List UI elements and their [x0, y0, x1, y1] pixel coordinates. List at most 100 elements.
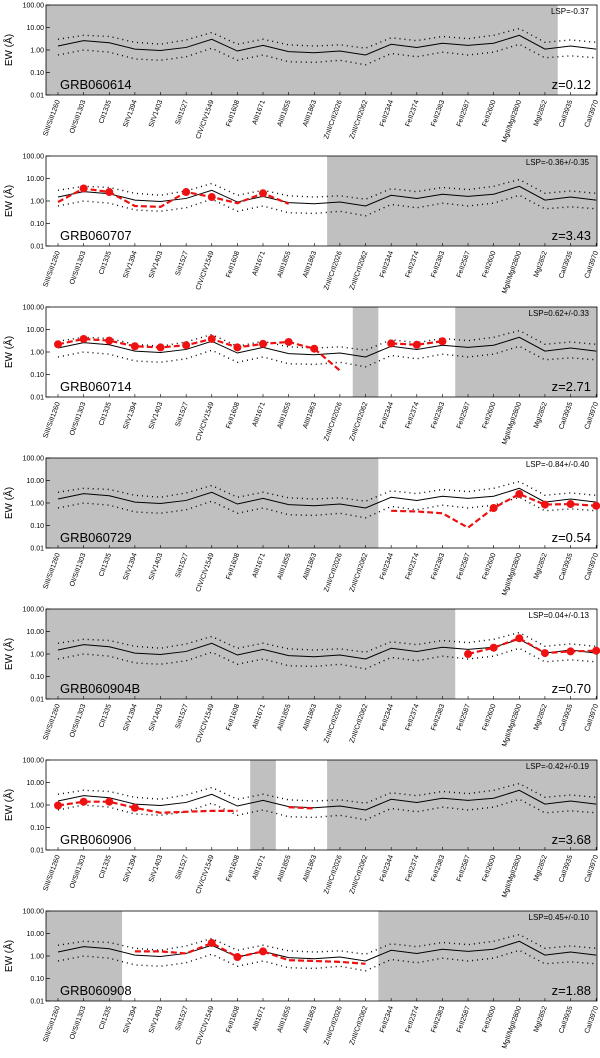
x-tick-label: OI/SiII1303 — [69, 854, 88, 889]
x-tick-label: AlII1671 — [252, 250, 267, 277]
grb-data-point — [310, 344, 319, 353]
redshift-label: z=0.12 — [552, 77, 591, 92]
x-tick-label: FeII2374 — [405, 99, 421, 127]
lsp-label: LSP=0.62+/-0.33 — [529, 309, 590, 318]
x-tick-label: ZnII/CrII2026 — [323, 250, 344, 291]
lsp-label: LSP=0.45+/-0.10 — [529, 913, 590, 922]
x-tick-label: FeII2587 — [456, 703, 472, 731]
grb-data-point — [79, 184, 88, 193]
x-tick-label: CaII3935 — [558, 99, 574, 128]
x-tick-label: SiII1527 — [175, 1005, 190, 1032]
x-tick-label: FeII2374 — [405, 401, 421, 429]
x-tick-label: FeII2600 — [482, 250, 498, 278]
grb-data-point — [182, 341, 191, 350]
x-tick-label: AlIII1863 — [302, 1005, 318, 1033]
x-tick-label: AlIII1855 — [276, 703, 292, 731]
x-tick-label: MgI2852 — [533, 1005, 549, 1033]
x-tick-label: CII1335 — [98, 552, 113, 578]
y-tick-label: 0.10 — [30, 523, 44, 530]
x-tick-label: FeII2383 — [430, 703, 446, 731]
grb-data-point — [130, 342, 139, 351]
grb-name: GRB060614 — [60, 77, 132, 92]
redshift-label: z=3.68 — [552, 832, 591, 847]
mean-line — [57, 336, 597, 358]
x-tick-label: CII1335 — [98, 1005, 113, 1031]
grb-data-point — [233, 343, 242, 352]
grb-data-point — [105, 336, 114, 345]
x-tick-label: FeII2374 — [405, 703, 421, 731]
grb-data-point — [79, 334, 88, 343]
shaded-region — [327, 760, 597, 850]
panel-grb060729: 100.00 10.00 1.00 0.10 0.01 EW (Å) SiII/SiII12… — [2, 456, 600, 597]
grb-series-line — [57, 337, 341, 372]
x-tick-label: FeII2600 — [482, 401, 498, 429]
y-tick-label: 100.00 — [23, 154, 45, 161]
x-tick-label: CIV/CIV1549 — [195, 703, 216, 744]
x-tick-label: CaII3935 — [558, 401, 574, 430]
y-tick-label: 0.01 — [30, 546, 44, 553]
grb-name: GRB060707 — [60, 228, 132, 243]
y-tick-label: 0.10 — [30, 976, 44, 983]
x-tick-label: FeII2344 — [379, 854, 395, 882]
grb-name: GRB060906 — [60, 832, 132, 847]
x-tick-label: CaII3970 — [584, 401, 600, 430]
x-tick-label: AlIII1855 — [276, 552, 292, 580]
x-tick-label: SiII1527 — [175, 401, 190, 428]
panel-grb060908: 100.00 10.00 1.00 0.10 0.01 EW (Å) SiII/SiII12… — [2, 909, 600, 1050]
panel-grb060707: 100.00 10.00 1.00 0.10 0.01 EW (Å) SiII/SiII12… — [2, 154, 600, 295]
grb-data-point — [259, 339, 268, 348]
x-tick-label: FeII2383 — [430, 1005, 446, 1033]
x-tick-label: ZnII/CrII2062 — [349, 703, 370, 744]
envelope-lower — [57, 345, 597, 368]
x-tick-label: SiIV1403 — [148, 1005, 164, 1034]
grb-data-point — [207, 334, 216, 343]
x-tick-label: ZnII/CrII2026 — [323, 854, 344, 895]
lsp-label: LSP=-0.37 — [551, 7, 590, 16]
x-tick-label: SiIV1403 — [148, 854, 164, 883]
shaded-region — [250, 760, 276, 850]
x-tick-label: SiIV1394 — [122, 99, 138, 128]
x-tick-label: ZnII/CrII2062 — [349, 250, 370, 291]
x-tick-label: ZnII/CrII2062 — [349, 401, 370, 442]
x-tick-label: MgI2852 — [533, 99, 549, 127]
y-tick-label: 1.00 — [30, 48, 44, 55]
y-tick-label: 100.00 — [23, 305, 45, 312]
y-tick-label: 10.00 — [26, 478, 44, 485]
x-tick-label: CaII3970 — [584, 552, 600, 581]
x-tick-label: OI/SiII1303 — [69, 401, 88, 436]
lsp-label: LSP=-0.84+/-0.40 — [526, 460, 590, 469]
panel-grb060614: 100.00 10.00 1.00 0.10 0.01 EW (Å) SiII/SiII12… — [2, 3, 600, 144]
x-tick-label: OI/SiII1303 — [69, 250, 88, 285]
x-tick-label: CIV/CIV1549 — [195, 1005, 216, 1046]
envelope-upper — [57, 480, 597, 502]
panel-grb060904b: 100.00 10.00 1.00 0.10 0.01 EW (Å) SiII/SiII12… — [2, 607, 600, 748]
x-tick-label: FeII2587 — [456, 1005, 472, 1033]
y-tick-label: 100.00 — [23, 758, 45, 765]
x-tick-label: ZnII/CrII2026 — [323, 552, 344, 593]
grb-data-point — [207, 193, 216, 202]
x-tick-label: MgII/MgII2800 — [501, 854, 523, 899]
grb-data-point — [592, 501, 600, 510]
x-tick-label: AlIII1855 — [276, 99, 292, 127]
envelope-lower — [57, 43, 597, 66]
x-tick-label: MgII/MgII2800 — [501, 703, 523, 748]
x-tick-label: SiIV1403 — [148, 703, 164, 732]
grb-name: GRB060908 — [60, 983, 132, 998]
grb-series-line — [134, 941, 366, 965]
envelope-upper — [57, 329, 597, 351]
grb-data-point — [233, 953, 242, 962]
y-tick-label: 1.00 — [30, 199, 44, 206]
x-tick-label: MgI2852 — [533, 401, 549, 429]
x-tick-label: SiIV1394 — [122, 552, 138, 581]
x-tick-label: SiIV1403 — [148, 552, 164, 581]
x-tick-label: ZnII/CrII2062 — [349, 552, 370, 593]
envelope-upper — [57, 933, 597, 955]
grb-data-point — [566, 500, 575, 509]
x-tick-label: OI/SiII1303 — [69, 552, 88, 587]
envelope-upper — [57, 27, 597, 49]
x-tick-label: FeII2600 — [482, 854, 498, 882]
x-tick-label: FeII2383 — [430, 552, 446, 580]
y-tick-label: 0.01 — [30, 93, 44, 100]
x-tick-label: FeII1608 — [225, 250, 241, 278]
x-tick-label: MgII/MgII2800 — [501, 1005, 523, 1050]
